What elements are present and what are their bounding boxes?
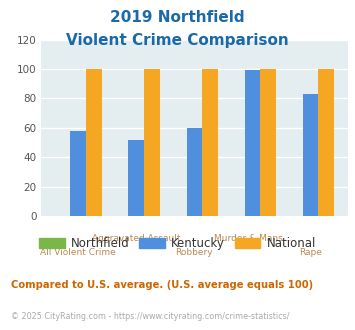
- Bar: [70, 131, 86, 216]
- Text: Compared to U.S. average. (U.S. average equals 100): Compared to U.S. average. (U.S. average …: [11, 280, 313, 290]
- Text: Violent Crime Comparison: Violent Crime Comparison: [66, 33, 289, 48]
- Bar: [318, 69, 334, 216]
- Legend: Northfield, Kentucky, National: Northfield, Kentucky, National: [34, 232, 321, 255]
- Text: Murder & Mans...: Murder & Mans...: [214, 234, 291, 243]
- Text: 2019 Northfield: 2019 Northfield: [110, 10, 245, 25]
- Bar: [260, 69, 276, 216]
- Text: All Violent Crime: All Violent Crime: [40, 248, 116, 257]
- Text: Robbery: Robbery: [176, 248, 213, 257]
- Bar: [129, 140, 144, 216]
- Text: Aggravated Assault: Aggravated Assault: [92, 234, 181, 243]
- Bar: [245, 71, 260, 216]
- Bar: [302, 94, 318, 216]
- Text: Rape: Rape: [299, 248, 322, 257]
- Bar: [144, 69, 160, 216]
- Bar: [186, 128, 202, 216]
- Bar: [202, 69, 218, 216]
- Bar: [86, 69, 102, 216]
- Text: © 2025 CityRating.com - https://www.cityrating.com/crime-statistics/: © 2025 CityRating.com - https://www.city…: [11, 312, 289, 321]
